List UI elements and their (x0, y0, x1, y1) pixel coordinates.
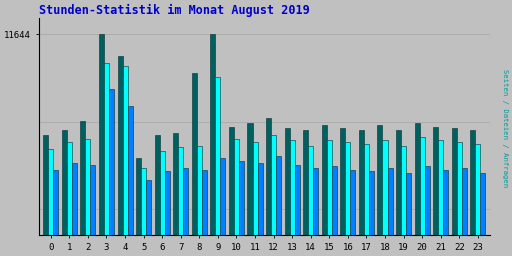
Bar (346, 142, 350, 235)
Bar (369, 172, 374, 235)
Bar (173, 133, 178, 235)
Bar (364, 144, 369, 235)
Bar (313, 168, 318, 235)
Bar (350, 170, 355, 235)
Bar (136, 158, 141, 235)
Bar (433, 127, 438, 235)
Bar (202, 170, 207, 235)
Bar (406, 173, 411, 235)
Bar (258, 163, 263, 235)
Bar (91, 165, 95, 235)
Bar (401, 146, 406, 235)
Text: Stunden-Statistik im Monat August 2019: Stunden-Statistik im Monat August 2019 (39, 4, 309, 17)
Bar (382, 140, 388, 235)
Bar (155, 135, 160, 235)
Bar (462, 168, 467, 235)
Bar (475, 144, 480, 235)
Bar (72, 163, 77, 235)
Bar (452, 128, 457, 235)
Bar (118, 56, 122, 235)
Bar (216, 77, 220, 235)
Bar (43, 135, 48, 235)
Bar (53, 170, 58, 235)
Text: Seiten / Dateien / Anfragen: Seiten / Dateien / Anfragen (502, 69, 508, 187)
Bar (67, 142, 72, 235)
Bar (160, 151, 165, 235)
Bar (247, 123, 252, 235)
Bar (109, 89, 114, 235)
Bar (388, 168, 393, 235)
Bar (332, 166, 337, 235)
Bar (308, 146, 313, 235)
Bar (457, 142, 462, 235)
Bar (122, 66, 127, 235)
Bar (192, 73, 197, 235)
Bar (146, 180, 151, 235)
Bar (327, 140, 332, 235)
Bar (424, 166, 430, 235)
Bar (415, 123, 420, 235)
Bar (295, 165, 300, 235)
Bar (396, 130, 401, 235)
Bar (99, 35, 104, 235)
Bar (86, 139, 91, 235)
Bar (322, 125, 327, 235)
Bar (165, 172, 169, 235)
Bar (285, 128, 290, 235)
Bar (48, 149, 53, 235)
Bar (252, 142, 258, 235)
Bar (340, 128, 346, 235)
Bar (62, 130, 67, 235)
Bar (471, 130, 475, 235)
Bar (220, 158, 225, 235)
Bar (290, 140, 295, 235)
Bar (229, 127, 234, 235)
Bar (234, 139, 239, 235)
Bar (210, 35, 216, 235)
Bar (104, 63, 109, 235)
Bar (480, 173, 485, 235)
Bar (197, 146, 202, 235)
Bar (420, 137, 424, 235)
Bar (438, 140, 443, 235)
Bar (303, 130, 308, 235)
Bar (377, 125, 382, 235)
Bar (80, 121, 86, 235)
Bar (127, 106, 133, 235)
Bar (141, 168, 146, 235)
Bar (178, 147, 183, 235)
Bar (443, 170, 448, 235)
Bar (183, 168, 188, 235)
Bar (276, 156, 281, 235)
Bar (271, 135, 276, 235)
Bar (359, 130, 364, 235)
Bar (266, 118, 271, 235)
Bar (239, 161, 244, 235)
